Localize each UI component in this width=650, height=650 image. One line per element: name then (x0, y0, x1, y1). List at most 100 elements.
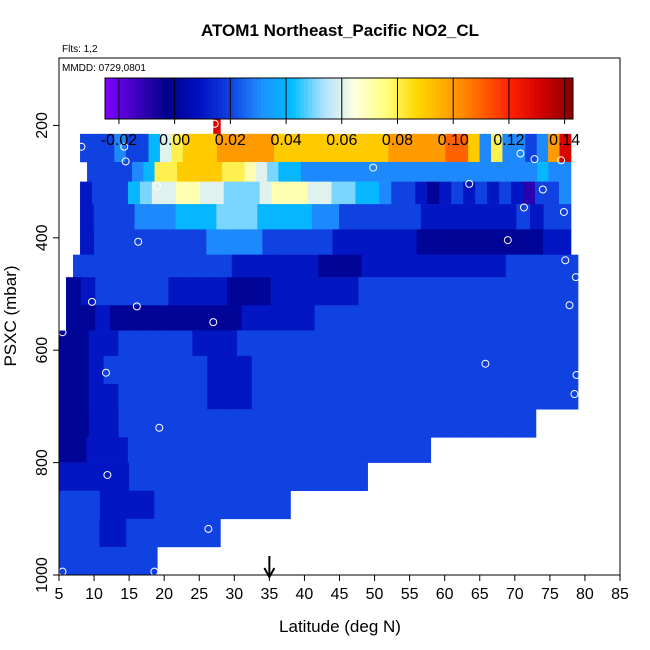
heatmap-cell (182, 437, 198, 463)
heatmap-cell (168, 305, 184, 331)
heatmap-cell (355, 181, 368, 205)
heatmap-cell (343, 277, 359, 306)
heatmap-cell (168, 277, 184, 306)
heatmap-cell (325, 355, 342, 385)
heatmap-cell (88, 409, 105, 438)
flight-point (493, 131, 502, 140)
heatmap-cell (298, 204, 313, 230)
heatmap-cell (93, 204, 108, 230)
heatmap-cell (72, 518, 87, 548)
heatmap-cell (127, 437, 142, 463)
colorbar-segment (245, 78, 250, 119)
heatmap-cell (548, 383, 564, 410)
heatmap-cell (459, 355, 475, 385)
heatmap-cell (99, 518, 114, 548)
heatmap-cell (120, 204, 135, 230)
heatmap-cell (503, 383, 520, 410)
heatmap-cell (370, 355, 386, 385)
colorbar-segment (300, 78, 305, 119)
heatmap-cell (503, 355, 520, 385)
heatmap-cell (543, 204, 558, 230)
heatmap-cell (241, 462, 256, 492)
heatmap-cell (475, 277, 491, 306)
colorbar-segment (553, 78, 558, 119)
colorbar-segment (175, 78, 180, 119)
heatmap-cell (534, 305, 550, 331)
heatmap-cell (332, 229, 347, 255)
heatmap-cell (183, 305, 199, 331)
heatmap-cell (187, 181, 201, 205)
colorbar-segment (331, 78, 336, 119)
heatmap-cell (133, 383, 149, 410)
heatmap-cell (252, 409, 269, 438)
heatmap-cell (451, 181, 464, 205)
colorbar-segment (440, 78, 445, 119)
colorbar-segment (413, 78, 418, 119)
flight-point (77, 142, 86, 151)
colorbar-segment (420, 78, 426, 119)
heatmap-cell (424, 161, 437, 182)
heatmap-cell (520, 409, 537, 438)
colorbar-segment (526, 78, 531, 119)
heatmap-cell (59, 330, 75, 357)
heatmap-cell (167, 490, 182, 520)
heatmap-cell (202, 204, 217, 230)
heatmap-cell (73, 254, 88, 278)
heatmap-cell (447, 161, 459, 182)
heatmap-cell (358, 277, 374, 306)
heatmap-cell (304, 229, 319, 255)
heatmap-cell (318, 254, 334, 278)
flight-point (120, 142, 129, 151)
heatmap-cell (171, 462, 186, 492)
heatmap-cell (257, 204, 272, 230)
flight-point (572, 370, 581, 379)
heatmap-cell (174, 254, 189, 278)
colorbar-segment (140, 78, 145, 119)
x-tick-label: 75 (541, 586, 559, 603)
heatmap-cell (281, 355, 297, 385)
heatmap-cell (80, 133, 92, 163)
colorbar-segment (311, 78, 317, 119)
flight-point (204, 524, 213, 533)
heatmap-cell (80, 204, 95, 230)
flight-point (519, 203, 528, 212)
heatmap-cell (374, 229, 389, 255)
colorbar-segment (225, 78, 231, 119)
heatmap-cell (556, 229, 572, 255)
heatmap-cell (469, 161, 482, 182)
heatmap-cell (59, 490, 74, 520)
heatmap-cell (139, 277, 155, 306)
colorbar-segment (319, 78, 324, 119)
colorbar-segment (132, 78, 137, 119)
heatmap-cell (430, 229, 446, 255)
heatmap-cell (285, 305, 301, 331)
heatmap-cell (380, 204, 395, 230)
heatmap-cell (274, 133, 286, 163)
heatmap-cell (185, 462, 200, 492)
heatmap-cell (289, 254, 305, 278)
heatmap-cell (332, 254, 348, 278)
heatmap-cell (282, 409, 298, 438)
heatmap-cell (178, 229, 193, 255)
colorbar-segment (241, 78, 246, 119)
heatmap-cell (162, 355, 179, 385)
heatmap-cell (308, 133, 321, 163)
heatmap-cell (461, 409, 477, 438)
heatmap-cell (206, 518, 221, 548)
colorbar-segment (378, 78, 383, 119)
heatmap-cell (347, 254, 362, 278)
heatmap-cell (59, 409, 75, 438)
heatmap-cell (284, 204, 299, 230)
arrow-marker-icon (263, 556, 276, 580)
heatmap-cell (311, 204, 326, 230)
heatmap-cell (230, 204, 245, 230)
heatmap-cell (129, 462, 144, 492)
heatmap-cell (475, 181, 488, 205)
heatmap-cell (411, 133, 423, 163)
heatmap-cell (213, 462, 228, 492)
chart-title: ATOM1 Northeast_Pacific NO2_CL (201, 21, 479, 40)
heatmap-cell (331, 133, 343, 163)
heatmap-cell (448, 204, 463, 230)
heatmap-cell (306, 437, 321, 463)
heatmap-cell (226, 277, 242, 306)
